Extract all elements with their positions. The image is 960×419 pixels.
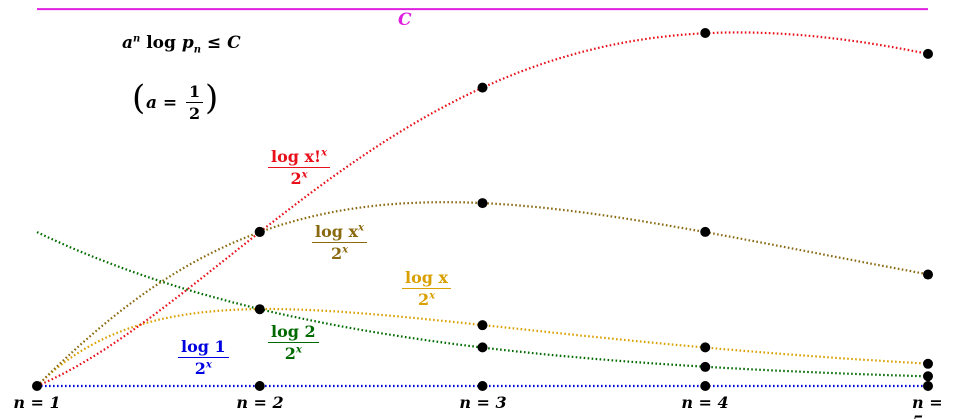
series-label: log 1 2x — [178, 337, 229, 378]
label-denominator-exponent: x — [301, 169, 308, 181]
label-denominator-exponent: x — [295, 344, 302, 356]
data-point — [32, 381, 42, 391]
data-point — [700, 28, 711, 39]
subtitle-label: a = — [146, 93, 178, 113]
data-point — [254, 381, 265, 391]
paren-right: ) — [205, 78, 219, 118]
xtick-label: n = 3 — [459, 393, 507, 412]
xtick-label: n = 4 — [681, 393, 729, 412]
label-numerator-exponent: x — [321, 147, 328, 159]
title: an log pn ≤ C — [122, 33, 241, 56]
label-denominator: 2 — [284, 344, 296, 363]
data-point — [923, 381, 933, 391]
series-label: log x!x 2x — [268, 147, 331, 188]
label-denominator: 2 — [194, 359, 206, 378]
data-point — [477, 198, 488, 209]
xtick-label: n = 5 — [912, 393, 943, 419]
label-numerator: log x — [405, 268, 449, 287]
label-denominator: 2 — [290, 169, 302, 188]
data-point — [254, 226, 265, 237]
label-numerator-exponent: x — [358, 222, 365, 234]
label-denominator-exponent: x — [342, 244, 349, 256]
label-denominator-exponent: x — [429, 290, 436, 302]
series-label: log x 2x — [402, 268, 452, 309]
series-line — [36, 307, 929, 387]
xtick-label: n = 1 — [13, 393, 61, 412]
data-point — [477, 342, 488, 353]
data-point — [477, 82, 488, 93]
series-line — [36, 31, 929, 388]
label-denominator: 2 — [330, 244, 343, 263]
series-label: log xx 2x — [312, 222, 368, 263]
data-point — [477, 320, 488, 331]
data-point — [254, 304, 265, 315]
data-point — [923, 48, 933, 59]
series-line — [36, 231, 929, 378]
label-denominator: 2 — [417, 290, 430, 309]
constant-label: C — [398, 10, 412, 30]
data-point — [923, 358, 933, 369]
label-denominator-exponent: x — [205, 359, 212, 371]
data-point — [700, 226, 711, 237]
label-numerator: log 2 — [271, 322, 316, 341]
paren-left: ( — [132, 78, 146, 118]
series-line — [36, 201, 929, 387]
label-numerator: log x! — [271, 147, 322, 166]
data-point — [923, 269, 933, 280]
data-point — [477, 381, 488, 391]
data-point — [700, 342, 711, 353]
data-point — [923, 371, 933, 382]
data-point — [700, 361, 711, 372]
xtick-label: n = 2 — [236, 393, 284, 412]
label-numerator: log 1 — [181, 337, 226, 356]
data-point — [700, 381, 711, 391]
series-label: log 2 2x — [268, 322, 319, 363]
label-numerator: log x — [315, 222, 359, 241]
